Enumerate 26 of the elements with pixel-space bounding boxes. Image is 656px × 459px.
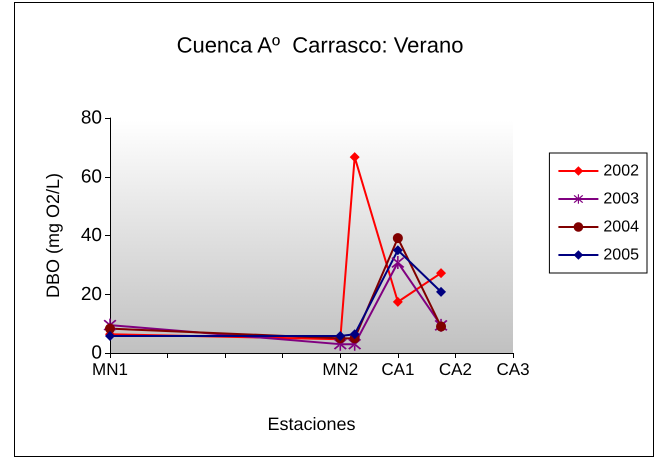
y-axis-title: DBO (mg O2/L) bbox=[43, 172, 63, 298]
point bbox=[392, 296, 403, 307]
point bbox=[436, 268, 446, 278]
legend-label: 2003 bbox=[603, 190, 640, 208]
point bbox=[335, 330, 346, 341]
point bbox=[392, 245, 403, 256]
x-tick-label: CA3 bbox=[496, 360, 530, 379]
point bbox=[350, 329, 360, 340]
x-axis-title: Estaciones bbox=[267, 414, 356, 434]
legend-label: 2005 bbox=[603, 246, 640, 264]
point bbox=[436, 286, 446, 297]
point bbox=[392, 233, 403, 244]
x-tick-label: CA2 bbox=[438, 360, 472, 379]
chart-title: Cuenca Aº Carrasco: Verano bbox=[176, 32, 464, 58]
point bbox=[391, 256, 404, 270]
y-tick-label: 20 bbox=[80, 284, 102, 305]
x-tick-label: MN2 bbox=[322, 360, 358, 379]
y-tick-label: 60 bbox=[80, 166, 102, 188]
x-tick-label: CA1 bbox=[381, 360, 414, 379]
point bbox=[350, 152, 360, 162]
y-tick-label: 40 bbox=[80, 225, 102, 246]
legend-label: 2004 bbox=[603, 218, 640, 236]
y-tick-label: 80 bbox=[80, 108, 102, 128]
point bbox=[105, 324, 115, 334]
legend-label: 2002 bbox=[603, 162, 640, 180]
point bbox=[436, 322, 446, 332]
